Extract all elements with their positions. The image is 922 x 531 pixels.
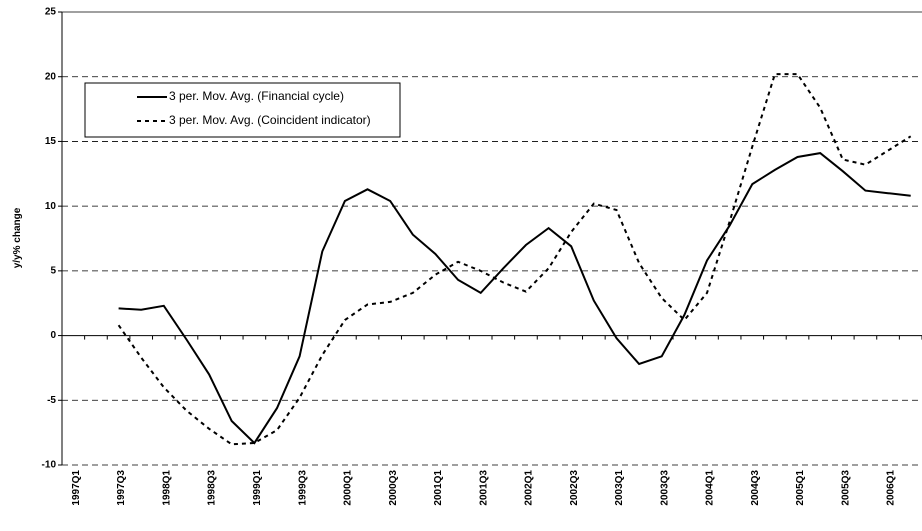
x-tick-label: 2002Q1 (524, 470, 535, 506)
legend-label: 3 per. Mov. Avg. (Coincident indicator) (169, 113, 371, 127)
y-tick-label: -5 (47, 395, 56, 406)
y-tick-label: -10 (42, 460, 57, 471)
y-tick-label: 10 (45, 201, 57, 212)
x-tick-label: 2000Q1 (343, 470, 354, 506)
x-tick-label: 1998Q3 (207, 470, 218, 506)
x-tick-label: 1999Q1 (252, 470, 263, 506)
x-tick-label: 1997Q3 (116, 470, 127, 506)
y-tick-label: 25 (45, 7, 57, 18)
x-tick-label: 2003Q1 (614, 470, 625, 506)
x-tick-label: 2004Q1 (705, 470, 716, 506)
x-tick-label: 1999Q3 (297, 470, 308, 506)
series-line (118, 152, 911, 445)
y-axis-label: y/y% change (12, 207, 23, 268)
x-tick-label: 2005Q3 (840, 470, 851, 506)
legend-box (84, 82, 401, 138)
series-line (117, 73, 912, 446)
x-tick-label: 2006Q1 (886, 470, 897, 506)
x-tick-label: 2003Q3 (659, 470, 670, 506)
x-tick-label: 2000Q3 (388, 470, 399, 506)
x-tick-label: 2004Q3 (750, 470, 761, 506)
legend-label: 3 per. Mov. Avg. (Financial cycle) (169, 89, 344, 103)
x-tick-label: 2002Q3 (569, 470, 580, 506)
y-tick-label: 15 (45, 136, 57, 147)
y-tick-label: 20 (45, 71, 57, 82)
x-tick-label: 1998Q1 (161, 470, 172, 506)
x-tick-label: 2001Q1 (433, 470, 444, 506)
y-tick-label: 0 (50, 330, 56, 341)
x-tick-label: 2005Q1 (795, 470, 806, 506)
x-tick-label: 2001Q3 (478, 470, 489, 506)
x-tick-label: 1997Q1 (71, 470, 82, 506)
y-tick-label: 5 (50, 265, 56, 276)
